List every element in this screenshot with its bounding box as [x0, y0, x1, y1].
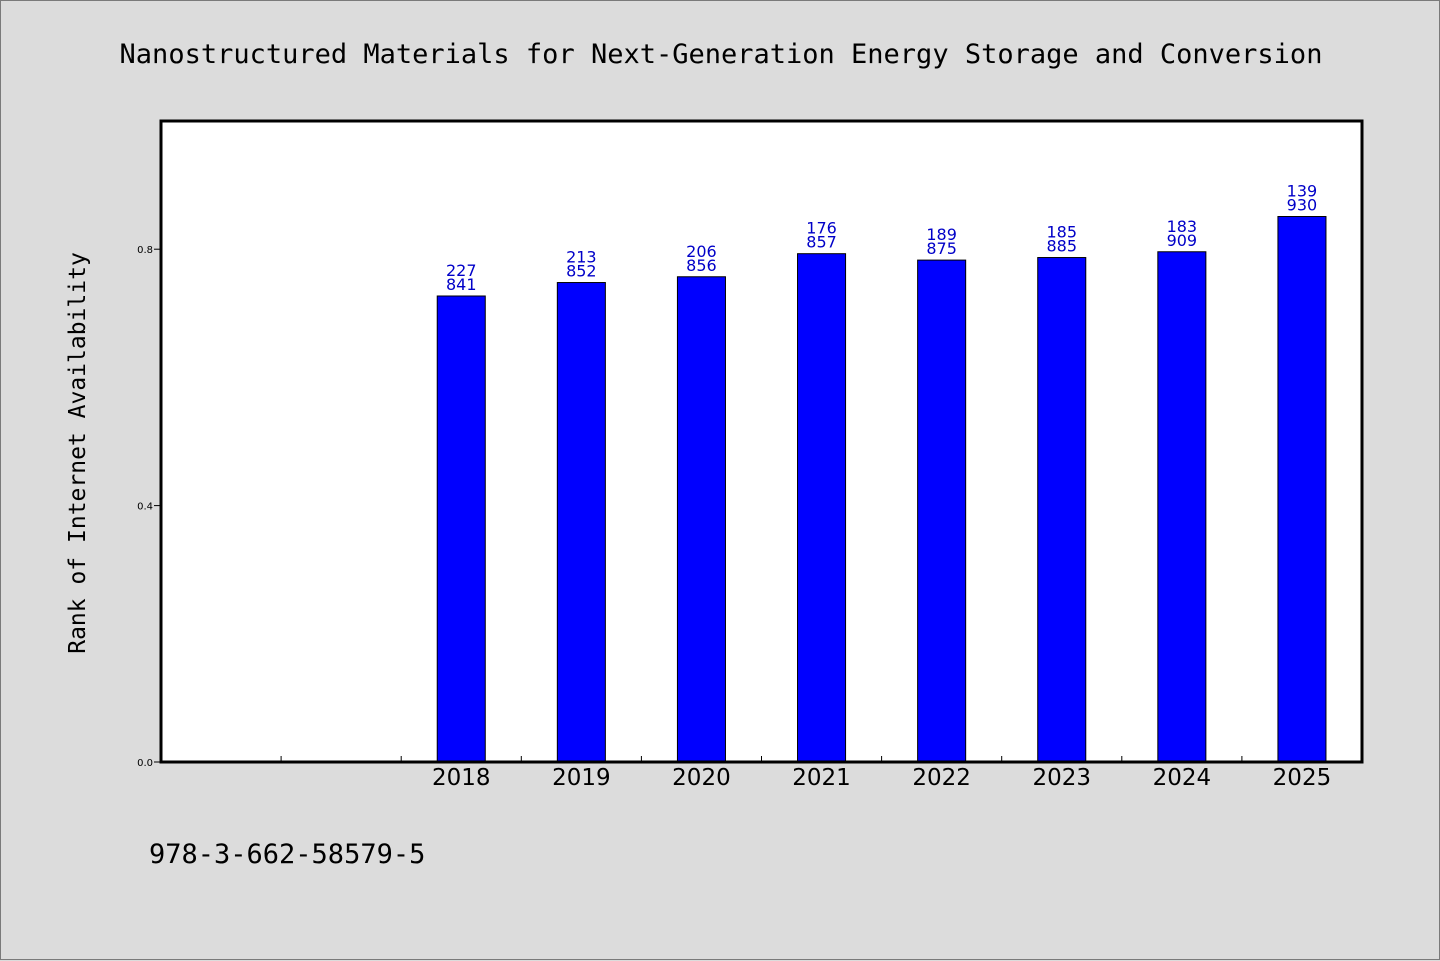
x-tick-label: 2023 [1032, 765, 1091, 791]
x-tick-label: 2020 [672, 765, 731, 791]
data-label-bottom: 909 [1167, 231, 1198, 250]
data-label-bottom: 875 [926, 239, 957, 258]
bar-2019 [556, 282, 606, 763]
bar-2024 [1157, 251, 1207, 763]
x-tick-label: 2019 [552, 765, 611, 791]
y-axis-ticks: 0.0 0.4 0.8 [137, 245, 161, 769]
footer-note: 978-3-662-58579-5 [149, 839, 425, 870]
x-tick-label: 2024 [1153, 765, 1212, 791]
data-label-bottom: 841 [446, 275, 477, 294]
data-label-bottom: 852 [566, 262, 597, 281]
y-axis-label: Rank of Internet Availability [65, 252, 91, 654]
x-tick-label: 2022 [912, 765, 971, 791]
data-label-top: 189 [926, 225, 957, 244]
plot-border [159, 119, 1364, 764]
data-label-bottom: 885 [1046, 237, 1077, 256]
data-label-top: 139 [1287, 182, 1318, 201]
bar-2025 [1277, 216, 1327, 763]
chart-title: Nanostructured Materials for Next-Genera… [120, 39, 1323, 70]
y-tick-label: 0.4 [137, 502, 153, 513]
x-tick-label: 2018 [432, 765, 491, 791]
data-label-top: 206 [686, 242, 717, 261]
data-label-bottom: 856 [686, 256, 717, 275]
bar-2020 [676, 276, 726, 763]
x-tick-label: 2021 [792, 765, 851, 791]
x-axis-ticks: 2018 2019 2020 2021 2022 2023 2024 2025 [280, 756, 1332, 791]
bar-2021 [797, 253, 847, 763]
x-tick-label: 2025 [1273, 765, 1332, 791]
data-label-top: 185 [1046, 223, 1077, 242]
data-label-bottom: 857 [806, 233, 837, 252]
bar-2018 [436, 295, 486, 763]
y-tick-label: 0.8 [137, 245, 153, 256]
data-label-bottom: 930 [1287, 196, 1318, 215]
y-tick-label: 0.0 [137, 758, 153, 769]
data-label-top: 227 [446, 261, 477, 280]
data-label-top: 176 [806, 219, 837, 238]
bars [436, 216, 1327, 763]
data-label-top: 183 [1167, 217, 1198, 236]
bar-2022 [917, 259, 967, 763]
bar-2023 [1037, 257, 1087, 763]
data-label-top: 213 [566, 248, 597, 267]
